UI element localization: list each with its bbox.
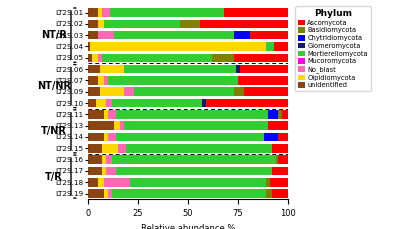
Bar xyxy=(88,8,98,17)
Bar xyxy=(88,20,98,28)
Bar xyxy=(282,110,288,119)
Bar xyxy=(120,121,124,130)
Bar xyxy=(106,167,116,175)
X-axis label: Relative abundance %: Relative abundance % xyxy=(141,224,235,229)
Bar xyxy=(106,99,112,107)
Bar xyxy=(278,110,282,119)
Bar xyxy=(96,99,106,107)
Bar xyxy=(116,167,272,175)
Bar xyxy=(114,31,234,39)
Bar xyxy=(88,121,114,130)
Bar xyxy=(124,65,236,73)
Bar xyxy=(98,8,102,17)
Text: NT/NR: NT/NR xyxy=(37,81,71,91)
Bar xyxy=(88,54,92,62)
Bar xyxy=(98,54,102,62)
Bar xyxy=(88,189,104,198)
Legend: Ascomycota, Basidiomycota, Chytridiomycota, Glomeromycota, Mortierellomycota, Mu: Ascomycota, Basidiomycota, Chytridiomyco… xyxy=(295,6,371,91)
Bar xyxy=(112,155,276,164)
Bar xyxy=(266,42,274,51)
Bar xyxy=(100,65,124,73)
Bar xyxy=(98,178,104,186)
Bar xyxy=(234,54,288,62)
Bar xyxy=(124,121,268,130)
Bar xyxy=(108,76,238,85)
Bar xyxy=(102,8,110,17)
Bar xyxy=(88,144,102,153)
Bar xyxy=(106,155,112,164)
Bar xyxy=(250,31,288,39)
Bar xyxy=(112,99,202,107)
Bar xyxy=(102,54,212,62)
Bar xyxy=(88,110,104,119)
Text: T/R: T/R xyxy=(45,172,63,182)
Bar xyxy=(88,42,90,51)
Bar xyxy=(98,76,104,85)
Bar xyxy=(118,144,126,153)
Bar xyxy=(126,144,272,153)
Bar xyxy=(272,144,288,153)
Bar xyxy=(104,133,108,141)
Bar xyxy=(278,133,288,141)
Bar xyxy=(88,178,98,186)
Bar xyxy=(116,133,264,141)
Bar xyxy=(266,189,272,198)
Bar xyxy=(238,76,288,85)
Bar xyxy=(88,99,96,107)
Bar xyxy=(276,155,278,164)
Bar xyxy=(212,54,234,62)
Bar xyxy=(90,42,266,51)
Bar xyxy=(102,144,118,153)
Bar xyxy=(268,110,278,119)
Bar xyxy=(272,167,288,175)
Bar xyxy=(88,167,102,175)
Bar xyxy=(234,31,250,39)
Bar xyxy=(104,76,108,85)
Bar xyxy=(266,178,270,186)
Bar xyxy=(88,65,100,73)
Bar xyxy=(202,99,206,107)
Bar xyxy=(92,54,98,62)
Bar xyxy=(116,110,268,119)
Bar xyxy=(272,189,288,198)
Bar xyxy=(104,189,108,198)
Bar xyxy=(130,178,266,186)
Bar xyxy=(88,155,102,164)
Text: NT/R: NT/R xyxy=(41,30,67,40)
Bar xyxy=(274,42,288,51)
Bar xyxy=(244,87,288,96)
Bar xyxy=(206,99,288,107)
Bar xyxy=(88,76,98,85)
Bar xyxy=(134,87,234,96)
Bar xyxy=(240,65,288,73)
Bar xyxy=(88,31,98,39)
Bar xyxy=(104,20,180,28)
Bar xyxy=(108,189,112,198)
Bar xyxy=(278,155,288,164)
Bar xyxy=(112,189,266,198)
Bar xyxy=(268,121,288,130)
Bar xyxy=(108,110,116,119)
Bar xyxy=(124,87,134,96)
Bar xyxy=(236,65,240,73)
Bar xyxy=(88,87,100,96)
Bar xyxy=(100,87,124,96)
Bar xyxy=(102,167,106,175)
Bar xyxy=(102,155,106,164)
Text: T/NR: T/NR xyxy=(41,126,67,136)
Bar xyxy=(88,133,104,141)
Bar xyxy=(104,110,108,119)
Bar xyxy=(104,178,130,186)
Bar xyxy=(224,8,288,17)
Bar xyxy=(110,8,224,17)
Bar xyxy=(98,31,114,39)
Bar xyxy=(270,178,288,186)
Bar xyxy=(108,133,116,141)
Bar xyxy=(180,20,200,28)
Bar xyxy=(264,133,278,141)
Bar xyxy=(234,87,244,96)
Bar xyxy=(114,121,120,130)
Bar xyxy=(200,20,288,28)
Bar xyxy=(98,20,104,28)
